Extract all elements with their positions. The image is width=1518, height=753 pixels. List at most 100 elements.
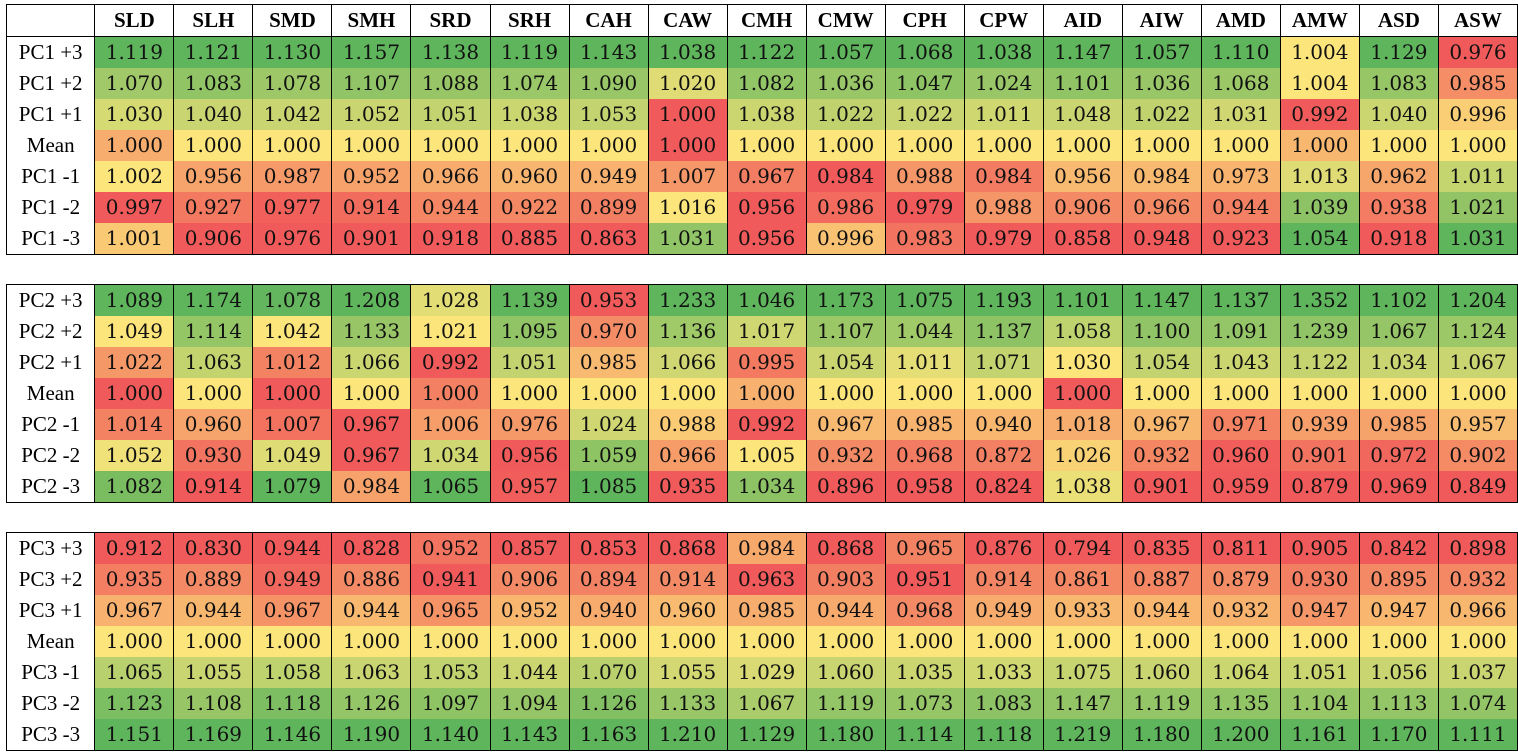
heatmap-cell: 1.059 <box>568 440 649 471</box>
heatmap-cell: 1.024 <box>568 409 649 440</box>
heatmap-cell: 1.000 <box>805 378 886 409</box>
heatmap-cell: 1.052 <box>94 440 174 471</box>
heatmap-cell: 1.119 <box>1121 688 1202 719</box>
heatmap-cell: 1.000 <box>1358 626 1439 657</box>
heatmap-cell: 1.056 <box>1358 657 1439 688</box>
heatmap-cell: 1.034 <box>1358 347 1439 378</box>
column-header: SMD <box>252 4 332 37</box>
heatmap-cell: 0.966 <box>1121 192 1202 223</box>
heatmap-cell: 1.038 <box>963 36 1044 68</box>
table-row: Mean 1.000 1.000 1.000 1.000 1.000 1.000 1.000 1… <box>6 378 1518 409</box>
heatmap-cell: 0.887 <box>1121 564 1202 595</box>
heatmap-cell: 0.948 <box>1121 223 1202 255</box>
table-row: PC1 +3 1.119 1.121 1.130 1.157 1.138 1.119 1.14… <box>6 36 1518 68</box>
heatmap-cell: 1.067 <box>1358 316 1439 347</box>
heatmap-cell: 0.901 <box>1279 440 1360 471</box>
table-row: PC1 -3 1.001 0.906 0.976 0.901 0.918 0.885 0.86… <box>6 223 1518 255</box>
heatmap-cell: 1.000 <box>1437 378 1518 409</box>
heatmap-cell: 0.988 <box>884 161 965 192</box>
column-header: ASD <box>1358 4 1439 37</box>
heatmap-cell: 0.895 <box>1358 564 1439 595</box>
table-row: PC3 +2 0.935 0.889 0.949 0.886 0.941 0.906 0.89… <box>6 564 1518 595</box>
row-label: PC1 +3 <box>6 36 95 68</box>
heatmap-cell: 1.057 <box>1121 36 1202 68</box>
heatmap-cell: 1.051 <box>1279 657 1360 688</box>
heatmap-cell: 1.039 <box>1279 192 1360 223</box>
heatmap-cell: 1.000 <box>331 378 411 409</box>
heatmap-cell: 0.828 <box>331 532 411 564</box>
heatmap-cell: 1.169 <box>173 719 253 751</box>
heatmap-cell: 0.940 <box>568 595 649 626</box>
heatmap-cell: 1.042 <box>252 316 332 347</box>
heatmap-cell: 1.119 <box>805 688 886 719</box>
heatmap-cell: 1.024 <box>963 68 1044 99</box>
heatmap-cell: 0.886 <box>331 564 411 595</box>
heatmap-cell: 0.906 <box>489 564 570 595</box>
heatmap-cell: 0.944 <box>1200 192 1281 223</box>
heatmap-cell: 0.967 <box>805 409 886 440</box>
column-header: AID <box>1042 4 1123 37</box>
heatmap-cell: 1.083 <box>1358 68 1439 99</box>
heatmap-cell: 0.985 <box>884 409 965 440</box>
heatmap-cell: 0.853 <box>568 532 649 564</box>
heatmap-cell: 1.147 <box>1042 688 1123 719</box>
table-row: PC3 -1 1.065 1.055 1.058 1.063 1.053 1.044 1.07… <box>6 657 1518 688</box>
heatmap-cell: 1.107 <box>331 68 411 99</box>
heatmap-cell: 1.146 <box>252 719 332 751</box>
heatmap-cell: 1.124 <box>1437 316 1518 347</box>
heatmap-cell: 0.914 <box>331 192 411 223</box>
heatmap-cell: 1.020 <box>647 68 728 99</box>
heatmap-cell: 1.011 <box>884 347 965 378</box>
heatmap-cell: 0.967 <box>331 409 411 440</box>
heatmap-cell: 1.000 <box>1358 130 1439 161</box>
heatmap-cell: 1.033 <box>963 657 1044 688</box>
heatmap-cell: 1.000 <box>1121 130 1202 161</box>
heatmap-cell: 0.983 <box>884 223 965 255</box>
row-label: PC1 -1 <box>6 161 95 192</box>
heatmap-cell: 1.000 <box>647 130 728 161</box>
heatmap-cell: 1.053 <box>568 99 649 130</box>
heatmap-cell: 1.095 <box>489 316 570 347</box>
heatmap-cell: 0.944 <box>252 532 332 564</box>
heatmap-cell: 1.000 <box>1042 378 1123 409</box>
row-label: PC3 -2 <box>6 688 95 719</box>
heatmap-cell: 0.922 <box>489 192 570 223</box>
heatmap-cell: 1.000 <box>963 378 1044 409</box>
heatmap-cell: 1.118 <box>963 719 1044 751</box>
heatmap-cell: 0.968 <box>884 595 965 626</box>
table-row: PC2 +1 1.022 1.063 1.012 1.066 0.992 1.051 0.98… <box>6 347 1518 378</box>
heatmap-cell: 1.123 <box>94 688 174 719</box>
heatmap-cell: 0.940 <box>963 409 1044 440</box>
heatmap-cell: 1.047 <box>884 68 965 99</box>
heatmap-cell: 1.006 <box>410 409 491 440</box>
row-label: PC3 -1 <box>6 657 95 688</box>
heatmap-cell: 1.011 <box>963 99 1044 130</box>
heatmap-cell: 1.048 <box>1042 99 1123 130</box>
heatmap-cell: 1.000 <box>963 130 1044 161</box>
heatmap-cell: 0.966 <box>647 440 728 471</box>
heatmap-cell: 1.126 <box>331 688 411 719</box>
heatmap-cell: 1.071 <box>963 347 1044 378</box>
heatmap-cell: 0.956 <box>489 440 570 471</box>
heatmap-block-2: PC2 +3 1.089 1.174 1.078 1.208 1.028 1.139 0.95… <box>6 284 1518 503</box>
heatmap-cell: 1.075 <box>1042 657 1123 688</box>
heatmap-cell: 1.118 <box>252 688 332 719</box>
heatmap-cell: 0.914 <box>173 471 253 503</box>
heatmap-cell: 1.000 <box>173 130 253 161</box>
heatmap-cell: 0.879 <box>1279 471 1360 503</box>
heatmap-cell: 1.163 <box>568 719 649 751</box>
heatmap-cell: 1.140 <box>410 719 491 751</box>
heatmap-cell: 0.935 <box>94 564 174 595</box>
heatmap-cell: 1.046 <box>726 284 807 316</box>
table-row: Mean 1.000 1.000 1.000 1.000 1.000 1.000 1.000 1… <box>6 626 1518 657</box>
heatmap-cell: 0.918 <box>1358 223 1439 255</box>
heatmap-cell: 1.068 <box>1200 68 1281 99</box>
heatmap-cell: 1.000 <box>173 626 253 657</box>
heatmap-cell: 1.000 <box>410 626 491 657</box>
heatmap-cell: 0.918 <box>410 223 491 255</box>
heatmap-cell: 0.969 <box>1358 471 1439 503</box>
heatmap-cell: 1.029 <box>726 657 807 688</box>
heatmap-cell: 0.985 <box>568 347 649 378</box>
heatmap-cell: 0.984 <box>963 161 1044 192</box>
heatmap-cell: 0.896 <box>805 471 886 503</box>
